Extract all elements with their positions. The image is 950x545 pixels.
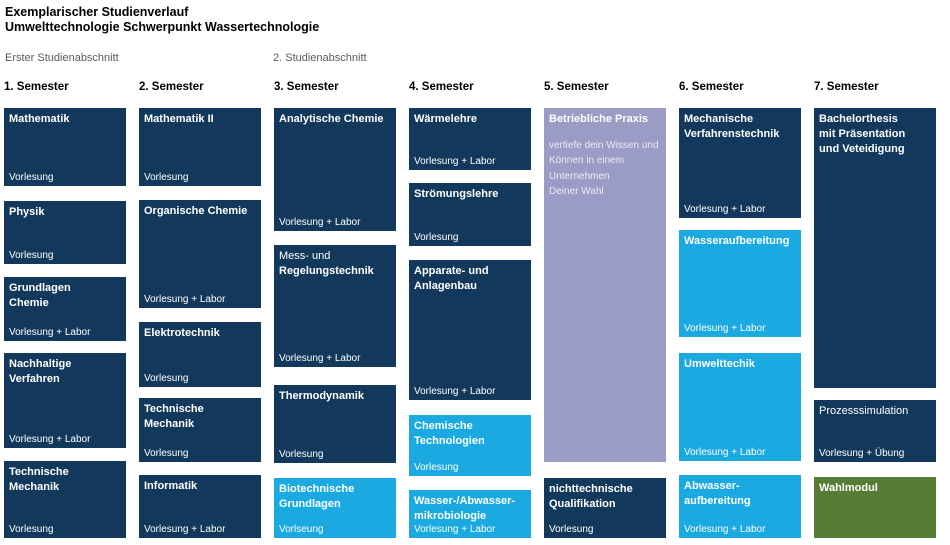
course-subtitle: Vorlesung + Labor — [684, 524, 766, 535]
semester-header-2: 2. Semester — [139, 81, 204, 93]
course-subtitle: Vorlesung + Labor — [414, 156, 496, 167]
course-block: Umwelttechik Vorlesung + Labor — [679, 353, 801, 461]
course-title: Technische Mechanik — [144, 403, 204, 430]
section-label-2: 2. Studienabschnitt — [273, 52, 367, 64]
course-title: Prozesssimulation — [819, 405, 909, 417]
course-subtitle: Vorlesung — [9, 524, 54, 535]
course-subtitle: Vorlesung — [144, 448, 189, 459]
course-subtitle: Vorlesung + Labor — [144, 524, 226, 535]
course-title-line: Regelungstechnik — [279, 264, 374, 277]
semester-header-7: 7. Semester — [814, 81, 879, 93]
course-block: Physik Vorlesung — [4, 201, 126, 264]
course-block: Organische Chemie Vorlesung + Labor — [139, 200, 261, 308]
course-title: Mechanische Verfahrenstechnik — [684, 113, 780, 140]
semester-header-1: 1. Semester — [4, 81, 69, 93]
course-block: Thermodynamik Vorlesung — [274, 385, 396, 463]
course-block: Elektrotechnik Vorlesung — [139, 322, 261, 387]
course-subtitle: Vorlesung — [144, 373, 189, 384]
course-subtitle: Vorlesung — [549, 524, 594, 535]
course-block: Nachhaltige Verfahren Vorlesung + Labor — [4, 353, 126, 448]
page-title-line2: Umwelttechnologie Schwerpunkt Wassertech… — [5, 20, 320, 35]
course-title: Analytische Chemie — [279, 113, 384, 125]
course-block: Abwasser- aufbereitung Vorlesung + Labor — [679, 475, 801, 538]
course-title: Organische Chemie — [144, 205, 248, 217]
course-title: Nachhaltige Verfahren — [9, 358, 72, 385]
course-subtitle: Vorlesung + Labor — [9, 327, 91, 338]
course-title: Physik — [9, 206, 45, 218]
course-title: Wahlmodul — [819, 482, 878, 494]
course-block: Betriebliche Praxis vertiefe dein Wissen … — [544, 108, 666, 462]
course-block: Analytische Chemie Vorlesung + Labor — [274, 108, 396, 231]
course-title: Mathematik — [9, 113, 70, 125]
course-block: Apparate- und Anlagenbau Vorlesung + Labo… — [409, 260, 531, 400]
course-subtitle: Vorlesung — [144, 172, 189, 183]
course-subtitle: Vorlesung + Übung — [819, 448, 905, 459]
page-title-line1: Exemplarischer Studienverlauf — [5, 5, 189, 19]
course-subtitle: Vorlesung + Labor — [414, 386, 496, 397]
page-title: Exemplarischer Studienverlauf Umwelttech… — [5, 5, 319, 36]
course-title: Informatik — [144, 480, 198, 492]
course-block: Mechanische Verfahrenstechnik Vorlesung +… — [679, 108, 801, 218]
course-block: Chemische Technologien Vorlesung — [409, 415, 531, 476]
course-block: Grundlagen Chemie Vorlesung + Labor — [4, 277, 126, 341]
course-subtitle: Vorlesung + Labor — [279, 353, 361, 364]
course-title: Biotechnische Grundlagen — [279, 483, 355, 510]
course-block: Informatik Vorlesung + Labor — [139, 475, 261, 538]
course-title: Wärmelehre — [414, 113, 477, 125]
course-subtitle: Vorlesung + Labor — [684, 204, 766, 215]
course-title: Mess- und Regelungstechnik — [279, 249, 391, 279]
course-block: Wärmelehre Vorlesung + Labor — [409, 108, 531, 170]
course-block: Wasser-/Abwasser- mikrobiologie Vorlesung… — [409, 490, 531, 538]
course-block: Biotechnische Grundlagen Vorlseung — [274, 478, 396, 538]
course-title: Mathematik II — [144, 113, 214, 125]
course-title: Wasser-/Abwasser- mikrobiologie — [414, 495, 516, 522]
course-title: Thermodynamik — [279, 390, 364, 402]
course-title: Betriebliche Praxis — [549, 113, 649, 125]
course-title: Apparate- und Anlagenbau — [414, 265, 489, 292]
course-subtitle: Vorlesung — [414, 462, 459, 473]
course-subtitle: Vorlesung + Labor — [684, 447, 766, 458]
course-title: Chemische Technologien — [414, 420, 485, 447]
semester-header-4: 4. Semester — [409, 81, 474, 93]
semester-header-3: 3. Semester — [274, 81, 339, 93]
course-subtitle: Vorlesung + Labor — [9, 434, 91, 445]
course-block: Wasseraufbereitung Vorlesung + Labor — [679, 230, 801, 337]
course-block: Bachelorthesis mit Präsentation und Vete… — [814, 108, 936, 388]
course-block: Mathematik Vorlesung — [4, 108, 126, 186]
course-subtitle: Vorlesung + Labor — [144, 294, 226, 305]
course-block: Strömungslehre Vorlesung — [409, 183, 531, 246]
course-title: Umwelttechik — [684, 358, 755, 370]
course-subtitle: Vorlesung — [279, 449, 324, 460]
course-block: Wahlmodul — [814, 477, 936, 538]
semester-header-6: 6. Semester — [679, 81, 744, 93]
course-block: Technische Mechanik Vorlesung — [4, 461, 126, 538]
course-title: Strömungslehre — [414, 188, 499, 200]
course-title: Wasseraufbereitung — [684, 235, 790, 247]
course-title: Grundlagen Chemie — [9, 282, 71, 309]
course-block: Mathematik II Vorlesung — [139, 108, 261, 186]
semester-header-5: 5. Semester — [544, 81, 609, 93]
course-subtitle: Vorlseung — [279, 524, 324, 535]
course-title: Abwasser- aufbereitung — [684, 480, 751, 507]
course-subtitle: Vorlesung + Labor — [684, 323, 766, 334]
course-subtitle: Vorlesung + Labor — [414, 524, 496, 535]
course-subtitle: Vorlesung — [414, 232, 459, 243]
course-block: Technische Mechanik Vorlesung — [139, 398, 261, 462]
course-block: Prozesssimulation Vorlesung + Übung — [814, 400, 936, 462]
course-title: Bachelorthesis mit Präsentation und Vete… — [819, 113, 906, 155]
course-subtitle: Vorlesung — [9, 250, 54, 261]
course-description: vertiefe dein Wissen und Können in einem… — [549, 139, 659, 198]
course-title-line: Mess- und — [279, 250, 331, 262]
course-title: Technische Mechanik — [9, 466, 69, 493]
course-block: Mess- und Regelungstechnik Vorlesung + Lab… — [274, 245, 396, 367]
course-subtitle: Vorlesung — [9, 172, 54, 183]
course-block: nichttechnische Qualifikation Vorlesung — [544, 478, 666, 538]
course-title: nichttechnische Qualifikation — [549, 483, 633, 510]
course-title: Elektrotechnik — [144, 327, 220, 339]
course-subtitle: Vorlesung + Labor — [279, 217, 361, 228]
section-label-1: Erster Studienabschnitt — [5, 52, 119, 64]
